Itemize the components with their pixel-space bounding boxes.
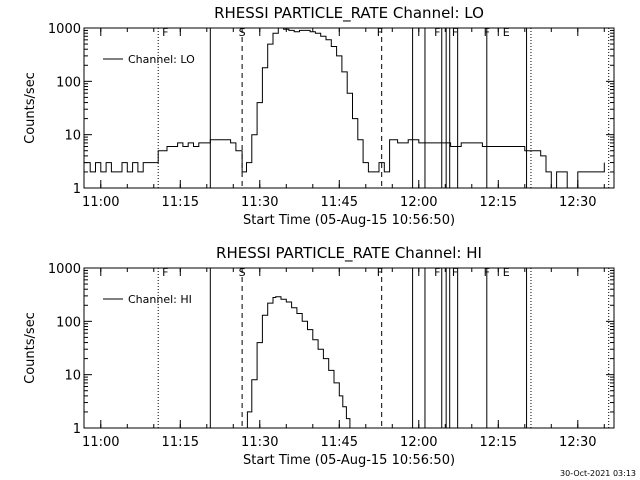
panel-2-y-tick-label: 1 xyxy=(73,422,81,437)
panel-1-legend-label: Channel: LO xyxy=(128,53,195,66)
panel-1-x-tick-label: 11:45 xyxy=(321,195,358,210)
panel-1-x-tick-label: 11:15 xyxy=(162,195,199,210)
panel-2-annotation-label: F xyxy=(162,266,168,279)
panel-2-x-tick-label: 12:15 xyxy=(480,435,517,450)
panel-1-y-tick-label: 1 xyxy=(73,182,81,197)
panel-2-x-tick-label: 12:30 xyxy=(559,435,596,450)
panel-1-x-tick-label: 12:30 xyxy=(559,195,596,210)
panel-2-plot-frame xyxy=(83,267,615,429)
panel-2-y-tick-label: 1000 xyxy=(48,262,81,277)
panel-2-x-tick-label: 11:00 xyxy=(82,435,119,450)
panel-2-y-tick-label: 10 xyxy=(64,369,81,384)
panel-2-x-tick-label: 11:15 xyxy=(162,435,199,450)
panel-1-annotation-label: F xyxy=(452,26,458,39)
panel-1-plot-frame xyxy=(83,27,615,189)
panel-1-x-tick-label: 11:00 xyxy=(82,195,119,210)
panel-2-legend-label: Channel: HI xyxy=(128,293,192,306)
panel-2-x-tick-label: 11:30 xyxy=(241,435,278,450)
panel-1-x-tick-label: 12:00 xyxy=(400,195,437,210)
panel-2-annotation-label: F xyxy=(452,266,458,279)
panel-1-annotation-label: F xyxy=(484,26,490,39)
panel-1-title: RHESSI PARTICLE_RATE Channel: LO xyxy=(214,4,484,23)
panel-2-annotation-label: F xyxy=(484,266,490,279)
panel-2-annotation-label: F xyxy=(377,266,383,279)
panel-2-x-axis-label: Start Time (05-Aug-15 10:56:50) xyxy=(243,453,455,468)
panel-1-annotation-label: E xyxy=(503,26,510,39)
footer-timestamp: 30-Oct-2021 03:13 xyxy=(560,469,636,478)
panel-2-annotation-label: E xyxy=(503,266,510,279)
panel-1-annotation-label: F xyxy=(377,26,383,39)
panel-2-title: RHESSI PARTICLE_RATE Channel: HI xyxy=(216,244,482,263)
panel-1-y-tick-label: 1000 xyxy=(48,22,81,37)
panel-2-x-tick-label: 12:00 xyxy=(400,435,437,450)
panel-1-annotation-label: S xyxy=(239,26,246,39)
panel-1-annotation-label: F xyxy=(434,26,440,39)
panel-1-series-line xyxy=(84,27,605,189)
panel-1-y-axis-label: Counts/sec xyxy=(23,72,38,144)
panel-1-annotation-label: F xyxy=(162,26,168,39)
panel-2-annotation-label: F xyxy=(434,266,440,279)
panel-2-series-line xyxy=(244,296,351,429)
panel-1-x-tick-label: 12:15 xyxy=(480,195,517,210)
panel-2-y-tick-label: 100 xyxy=(56,315,81,330)
panel-2-x-tick-label: 11:45 xyxy=(321,435,358,450)
panel-1-x-tick-label: 11:30 xyxy=(241,195,278,210)
panel-2-y-axis-label: Counts/sec xyxy=(23,312,38,384)
panel-1-y-tick-label: 100 xyxy=(56,75,81,90)
panel-2-annotation-label: S xyxy=(239,266,246,279)
panel-1-x-axis-label: Start Time (05-Aug-15 10:56:50) xyxy=(243,213,455,228)
panel-1-y-tick-label: 10 xyxy=(64,129,81,144)
